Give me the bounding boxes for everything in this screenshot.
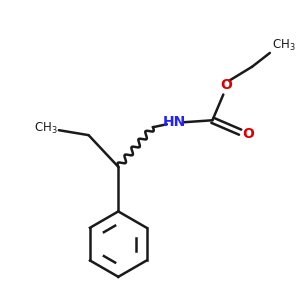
Text: O: O	[220, 78, 232, 92]
Text: O: O	[242, 127, 254, 141]
Text: CH$_3$: CH$_3$	[34, 121, 58, 136]
Text: CH$_3$: CH$_3$	[272, 38, 296, 52]
Text: HN: HN	[163, 115, 186, 129]
